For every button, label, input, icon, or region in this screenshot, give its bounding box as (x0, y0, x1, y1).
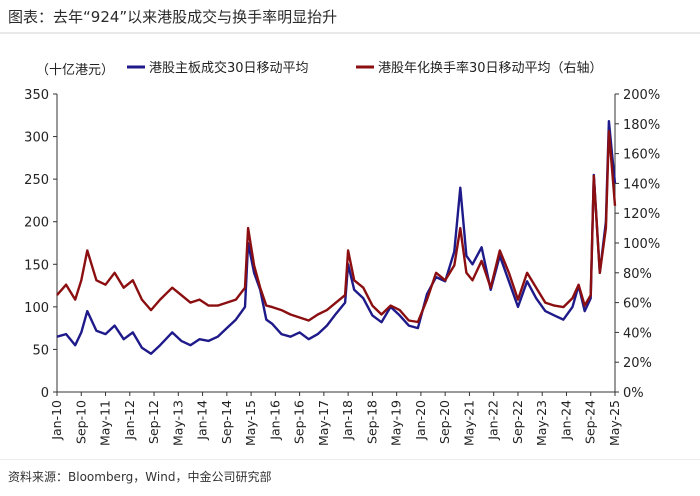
chart-lines (56, 120, 617, 355)
right-tick-label: 40% (623, 326, 652, 341)
x-tick-label: Jan-16 (267, 400, 282, 441)
x-tick-label: May-15 (243, 400, 258, 446)
left-tick-label: 0 (41, 386, 49, 401)
x-tick-label: Jan-24 (558, 400, 573, 441)
figure-title: 图表：去年“924”以来港股成交与换手率明显抬升 (8, 8, 338, 26)
x-tick-label: Sep-12 (146, 400, 161, 444)
x-tick-label: May-13 (170, 400, 185, 446)
x-tick-label: May-19 (389, 400, 404, 446)
series-turnover-rate-line (56, 130, 617, 324)
source-divider (0, 459, 700, 460)
right-tick-label: 20% (623, 356, 652, 371)
x-tick-label: May-17 (316, 400, 331, 446)
right-tick-label: 100% (623, 237, 660, 252)
right-tick-label: 120% (623, 207, 660, 222)
left-tick-label: 150 (24, 258, 49, 273)
x-tick-label: Sep-10 (73, 400, 88, 444)
x-tick-label: May-21 (461, 400, 476, 446)
left-tick-label: 200 (24, 216, 49, 231)
x-tick-label: Sep-14 (219, 400, 234, 444)
x-tick-label: May-11 (98, 400, 113, 446)
right-tick-label: 0% (623, 386, 644, 401)
x-tick-label: Sep-16 (292, 400, 307, 444)
left-tick-label: 350 (24, 88, 49, 103)
x-tick-label: Sep-20 (437, 400, 452, 444)
series-turnover-line (56, 120, 617, 355)
right-tick-label: 160% (623, 148, 660, 163)
right-tick-label: 140% (623, 177, 660, 192)
title-divider (0, 32, 700, 34)
source-note: 资料来源：Bloomberg，Wind，中金公司研究部 (8, 470, 272, 484)
left-tick-label: 250 (24, 173, 49, 188)
x-tick-label: Sep-22 (510, 400, 525, 444)
legend-label-turnover: 港股主板成交30日移动平均 (149, 60, 309, 76)
x-tick-label: Jan-20 (413, 400, 428, 441)
chart-legend: （十亿港元） 港股主板成交30日移动平均 港股年化换手率30日移动平均（右轴） (36, 60, 603, 78)
left-tick-label: 300 (24, 131, 49, 146)
x-tick-label: Sep-18 (364, 400, 379, 444)
right-tick-label: 60% (623, 297, 652, 312)
right-tick-label: 200% (623, 88, 660, 103)
chart-axes: 0 50 100 150 200 250 300 350 0% 20% 40% 60% 80% 100% 1… (24, 88, 660, 446)
x-tick-label: Jan-12 (122, 400, 137, 441)
left-axis-unit: （十亿港元） (36, 63, 114, 78)
x-tick-label: Jan-10 (49, 400, 64, 441)
x-tick-label: Jan-22 (486, 400, 501, 441)
x-tick-label: May-23 (534, 400, 549, 446)
x-tick-label: Jan-18 (340, 400, 355, 441)
legend-label-rate: 港股年化换手率30日移动平均（右轴） (378, 60, 603, 76)
right-tick-label: 80% (623, 267, 652, 282)
right-tick-label: 180% (623, 118, 660, 133)
x-tick-label: Sep-24 (583, 400, 598, 444)
left-tick-label: 50 (32, 343, 49, 358)
x-tick-label: Jan-14 (195, 400, 210, 441)
x-tick-label: May-25 (607, 400, 622, 446)
left-tick-label: 100 (24, 301, 49, 316)
